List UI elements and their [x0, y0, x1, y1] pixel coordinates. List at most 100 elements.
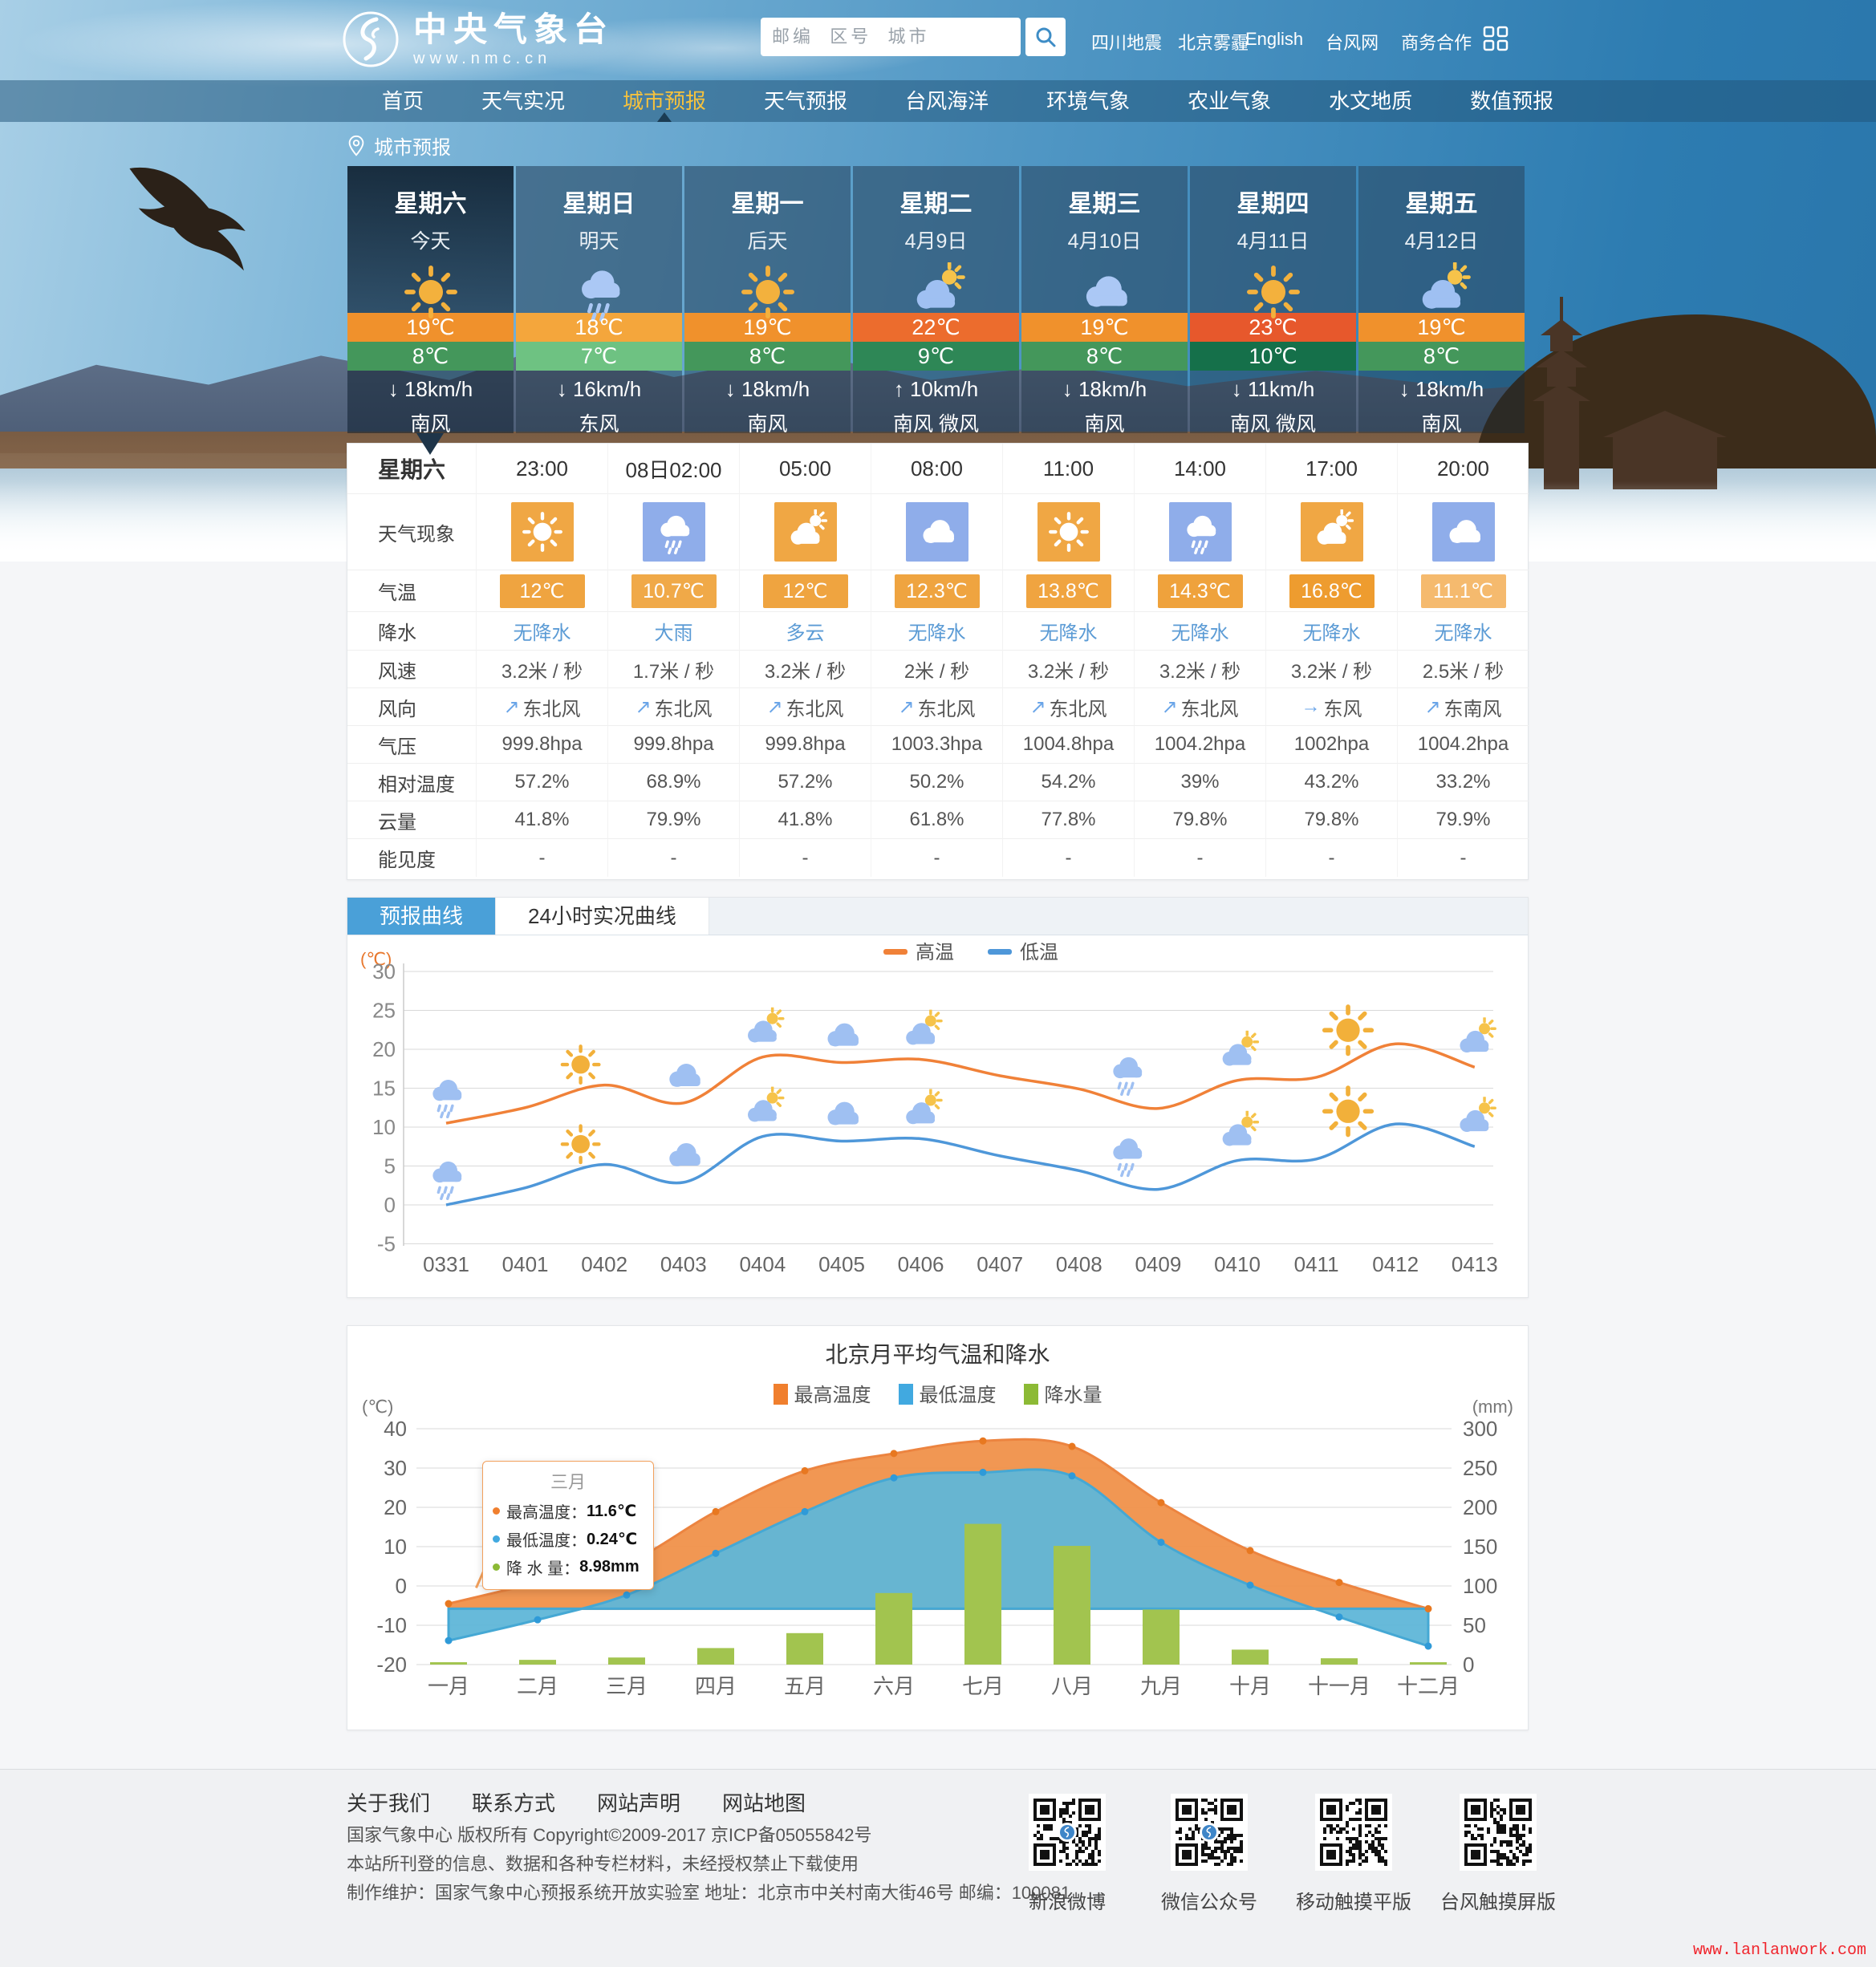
svg-text:十月: 十月	[1229, 1674, 1271, 1698]
hourly-cell	[1002, 493, 1134, 570]
svg-text:六月: 六月	[873, 1674, 915, 1698]
top-link[interactable]: English	[1245, 29, 1304, 49]
footer-link[interactable]: 网站地图	[722, 1791, 806, 1815]
footer-link[interactable]: 网站声明	[597, 1791, 681, 1815]
svg-text:100: 100	[1463, 1574, 1497, 1598]
qr-code-block: 新浪微博	[1007, 1794, 1127, 1914]
cloudsun-icon	[1458, 1017, 1496, 1054]
day-date: 4月10日	[1067, 230, 1142, 253]
nav-item[interactable]: 天气预报	[764, 89, 848, 113]
svg-text:0331: 0331	[423, 1252, 469, 1276]
nav-item[interactable]: 台风海洋	[905, 89, 989, 113]
weather-tile	[774, 502, 837, 562]
hourly-cell: 无降水	[1265, 611, 1397, 650]
hourly-cell: 1004.2hpa	[1397, 725, 1529, 763]
nav-item[interactable]: 水文地质	[1329, 89, 1413, 113]
svg-text:10: 10	[384, 1535, 407, 1559]
wind-info: ↓ 11km/h 南风 微风	[1190, 371, 1356, 436]
day-card[interactable]: 星期四 4月11日 23℃ 10℃ ↓ 11km/h 南风 微风	[1190, 166, 1356, 436]
hourly-cell: 3.2米 / 秒	[1265, 650, 1397, 687]
weather-tile	[510, 502, 574, 562]
wind-direction: 南风	[1084, 413, 1125, 436]
weather-icon	[1315, 509, 1354, 546]
breadcrumb-label: 城市预报	[374, 137, 451, 159]
sun-icon	[524, 513, 561, 550]
hourly-cell: 79.9%	[607, 801, 739, 838]
hourly-cell: ↗ 东北风	[871, 687, 1002, 725]
wind-speed: ↓ 18km/h	[1399, 377, 1484, 401]
apps-grid-icon[interactable]	[1483, 26, 1509, 55]
hourly-cell: 77.8%	[1002, 801, 1134, 838]
wind-arrow-icon: ↗	[1029, 696, 1046, 718]
nav-item[interactable]: 首页	[382, 89, 424, 113]
hot-link[interactable]: 北京雾霾	[1178, 33, 1249, 53]
hourly-cell: 999.8hpa	[476, 725, 607, 763]
nav-item[interactable]: 农业气象	[1188, 89, 1272, 113]
qr-code-block: 微信公众号	[1149, 1794, 1269, 1914]
top-link[interactable]: 台风网	[1326, 33, 1379, 53]
top-link[interactable]: 商务合作	[1401, 33, 1472, 53]
svg-text:-10: -10	[376, 1613, 407, 1637]
footer-link[interactable]: 关于我们	[347, 1791, 431, 1815]
hourly-row-label: 风速	[347, 650, 476, 687]
svg-text:0408: 0408	[1056, 1252, 1102, 1276]
search-input[interactable]	[761, 18, 1021, 56]
svg-text:0406: 0406	[898, 1252, 944, 1276]
hourly-cell: 1.7米 / 秒	[607, 650, 739, 687]
cloud-icon	[827, 1023, 859, 1047]
day-card[interactable]: 星期一 后天 19℃ 8℃ ↓ 18km/h 南风	[684, 166, 851, 436]
tooltip-value: 0.24℃	[587, 1531, 638, 1548]
top-links: English 台风网 商务合作	[1245, 29, 1472, 55]
site-name: 中央气象台	[413, 10, 615, 48]
wind-direction: 南风	[747, 413, 788, 436]
svg-text:-20: -20	[376, 1653, 407, 1677]
day-card[interactable]: 星期六 今天 19℃ 8℃ ↓ 18km/h 南风	[347, 166, 514, 436]
day-card[interactable]: 星期三 4月10日 19℃ 8℃ ↓ 18km/h 南风	[1021, 166, 1188, 436]
hourly-cell: 无降水	[1397, 611, 1529, 650]
hourly-cell: -	[1397, 838, 1529, 877]
legend-item: 最高温度	[773, 1379, 871, 1407]
wind-info: ↓ 18km/h 南风	[347, 371, 514, 436]
hourly-cell: 3.2米 / 秒	[739, 650, 871, 687]
tooltip-value: 11.6℃	[587, 1503, 637, 1520]
tab-forecast-curve[interactable]: 预报曲线	[347, 898, 497, 935]
footer: 关于我们 联系方式 网站声明 网站地图 国家气象中心 版权所有 Copyright©2…	[0, 1769, 1876, 1967]
cloudsun-icon	[904, 1089, 943, 1126]
search-icon	[1036, 27, 1056, 47]
nav-item[interactable]: 天气实况	[481, 89, 566, 113]
svg-text:-5: -5	[377, 1232, 396, 1256]
hourly-cell: 11.1℃	[1397, 570, 1529, 611]
hourly-cell	[871, 493, 1002, 570]
high-temp: 22℃	[853, 313, 1019, 342]
day-card-top: 星期一 后天	[684, 166, 851, 313]
hourly-cell	[739, 493, 871, 570]
search-button[interactable]	[1025, 18, 1066, 56]
wind-speed: ↑ 10km/h	[893, 377, 979, 401]
hourly-cell	[1397, 493, 1529, 570]
nav-item[interactable]: 城市预报	[594, 80, 735, 122]
hourly-day-label: 星期六	[378, 457, 446, 482]
tab-realtime-curve[interactable]: 24小时实况曲线	[496, 898, 709, 935]
nav-item[interactable]: 数值预报	[1470, 89, 1554, 113]
day-card[interactable]: 星期二 4月9日 22℃ 9℃ ↑ 10km/h 南风 微风	[853, 166, 1019, 436]
hot-link[interactable]: 四川地震	[1091, 33, 1163, 53]
day-card[interactable]: 星期五 4月12日 19℃ 8℃ ↓ 18km/h 南风	[1358, 166, 1525, 436]
sun-icon	[1325, 1088, 1372, 1135]
svg-text:0411: 0411	[1294, 1252, 1339, 1276]
footer-link[interactable]: 联系方式	[472, 1791, 556, 1815]
low-temp: 7℃	[516, 342, 682, 371]
svg-text:一月: 一月	[428, 1674, 469, 1698]
hourly-cell: -	[1134, 838, 1265, 877]
day-card[interactable]: 星期日 明天 18℃ 7℃ ↓ 16km/h 东风	[516, 166, 682, 436]
site-logo[interactable]: 中央气象台 www.nmc.cn	[341, 10, 614, 69]
eagle-image	[129, 167, 246, 271]
weather-icon	[1185, 514, 1217, 554]
svg-text:十二月: 十二月	[1397, 1674, 1460, 1698]
svg-text:25: 25	[372, 999, 396, 1023]
rain-icon	[431, 1078, 463, 1119]
cloudsun-icon	[746, 1007, 785, 1044]
weather-tile	[642, 502, 705, 562]
nav-item[interactable]: 环境气象	[1046, 89, 1131, 113]
hourly-cell: 1004.2hpa	[1134, 725, 1265, 763]
